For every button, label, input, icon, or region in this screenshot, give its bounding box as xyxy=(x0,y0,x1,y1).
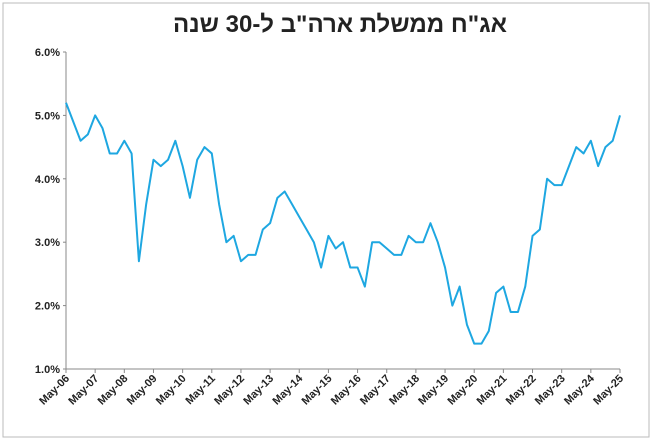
chart-title: אג"ח ממשלת ארה"ב ל-30 שנה xyxy=(173,11,507,38)
y-tick-label: 5.0% xyxy=(35,110,60,122)
y-tick-label: 1.0% xyxy=(35,364,60,376)
y-tick-label: 3.0% xyxy=(35,237,60,249)
y-tick-label: 2.0% xyxy=(35,301,60,313)
chart-frame xyxy=(2,2,650,438)
y-tick-label: 6.0% xyxy=(35,47,60,59)
data-line xyxy=(65,102,621,345)
y-tick-label: 4.0% xyxy=(35,174,60,186)
